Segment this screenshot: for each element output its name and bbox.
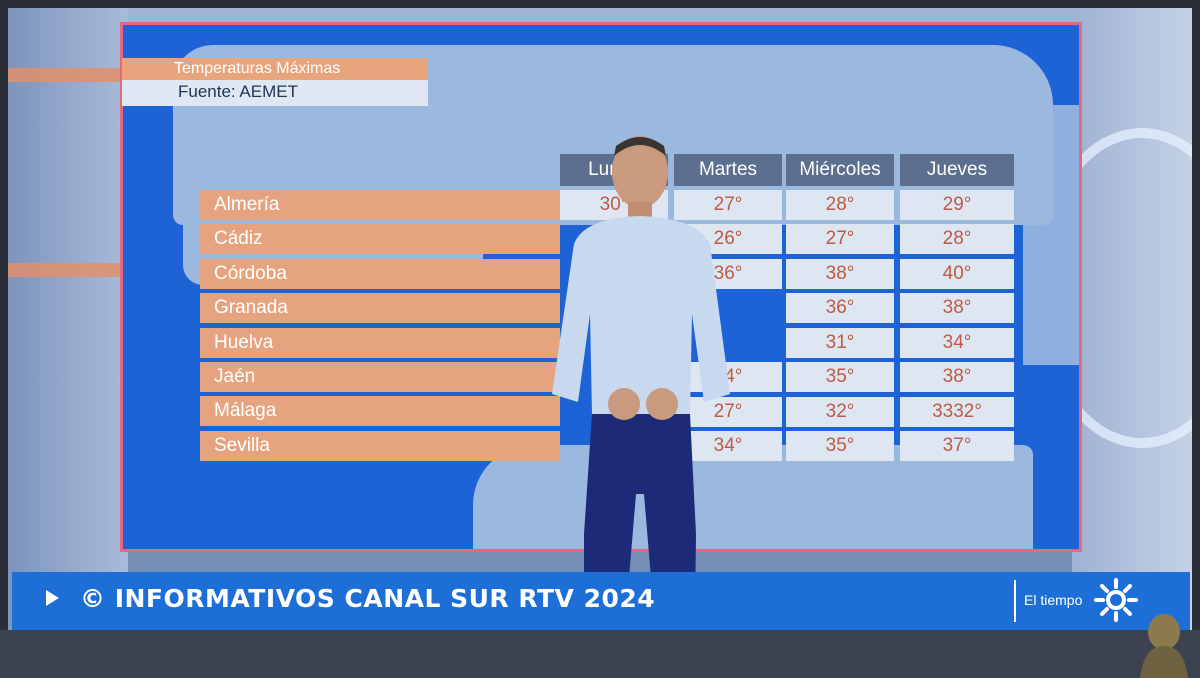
studio-stripe [8, 263, 128, 277]
program-name: El tiempo [1024, 592, 1083, 608]
city-name: Granada [200, 293, 560, 324]
map-title: Temperaturas Máximas [122, 58, 428, 80]
temp-cell: 35° [786, 362, 894, 392]
day-header: Miércoles [786, 154, 894, 186]
temp-cell: 35° [786, 431, 894, 461]
city-name: Huelva [200, 327, 560, 358]
city-name: Málaga [200, 396, 560, 427]
source-box: Temperaturas Máximas Fuente: AEMET [122, 58, 428, 106]
ticker-divider [1014, 580, 1016, 622]
city-name: Sevilla [200, 430, 560, 461]
temp-cell: 38° [900, 362, 1014, 392]
temp-cell: 27° [786, 224, 894, 254]
temp-cell: 37° [900, 431, 1014, 461]
city-name: Cádiz [200, 224, 560, 255]
temp-cell: 34° [674, 431, 782, 461]
tv-bezel-bottom [0, 630, 1200, 678]
temp-cell: 38° [900, 293, 1014, 323]
temp-cell: 34° [900, 328, 1014, 358]
temp-cell: 38° [786, 259, 894, 289]
map-land-east [1023, 105, 1079, 365]
canal-sur-sun-logo [1094, 578, 1138, 622]
ticker-text: © INFORMATIVOS CANAL SUR RTV 2024 [80, 584, 656, 613]
city-name: Almería [200, 190, 560, 220]
city-name: Córdoba [200, 258, 560, 289]
play-icon [46, 590, 59, 606]
studio-backdrop-right [1032, 8, 1192, 668]
buddha-figurine [1140, 614, 1188, 678]
temp-cell: 32° [786, 397, 894, 427]
temp-cell: 27° [674, 397, 782, 427]
temp-cell: 29° [900, 190, 1014, 220]
temp-cell: 28° [786, 190, 894, 220]
news-ticker: © INFORMATIVOS CANAL SUR RTV 2024 El tie… [12, 572, 1190, 630]
temp-cell: 28° [900, 224, 1014, 254]
city-list: Almería Cádiz Córdoba Granada Huelva Jaé… [200, 190, 560, 465]
temp-cell: 40° [900, 259, 1014, 289]
map-land-south [473, 445, 1033, 549]
temp-cell: 3332° [900, 397, 1014, 427]
studio-backdrop-left [8, 8, 128, 668]
studio-stripe [8, 68, 128, 82]
temp-cell: 36° [786, 293, 894, 323]
map-source: Fuente: AEMET [122, 80, 428, 106]
day-header: Jueves [900, 154, 1014, 186]
temp-cell: 27° [674, 190, 782, 220]
day-header: Martes [674, 154, 782, 186]
tv-screen: Temperaturas Máximas Fuente: AEMET Almer… [8, 8, 1192, 668]
temp-cell: 31° [786, 328, 894, 358]
city-name: Jaén [200, 361, 560, 392]
